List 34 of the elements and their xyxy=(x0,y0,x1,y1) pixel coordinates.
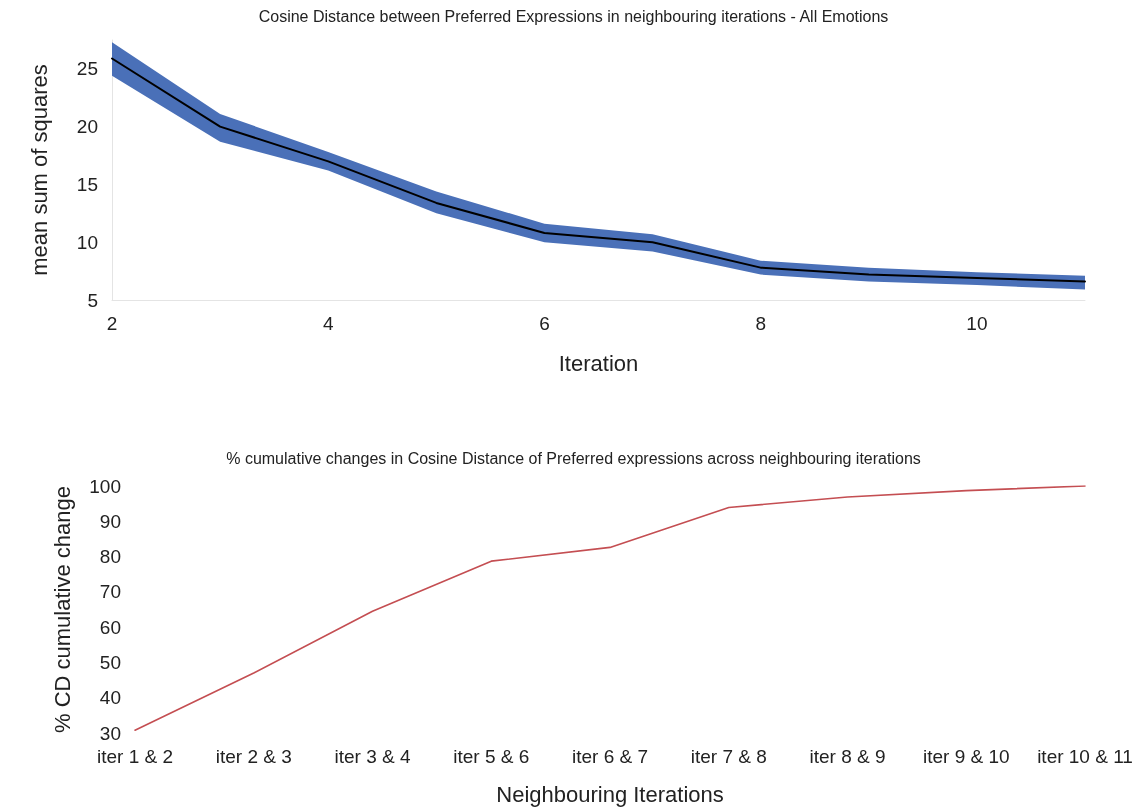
x-tick-label: 8 xyxy=(755,313,766,334)
x-tick-label: 6 xyxy=(539,313,550,334)
x-axis-title: Iteration xyxy=(558,350,639,376)
y-tick-label: 80 xyxy=(99,546,121,568)
chart-title: Cosine Distance between Preferred Expressions in neighbouring iterations - All Emotions xyxy=(258,7,889,25)
x-tick-label: iter 1 & 2 xyxy=(96,746,174,767)
x-tick-label: iter 10 & 11 xyxy=(1037,746,1133,767)
line-series xyxy=(134,485,1086,731)
x-tick-label: iter 8 & 9 xyxy=(809,746,886,767)
y-tick-label: 25 xyxy=(76,58,98,80)
y-axis-title: % CD cumulative change xyxy=(49,485,75,734)
y-tick-label: 20 xyxy=(76,116,98,138)
x-tick-label: iter 3 & 4 xyxy=(334,746,411,767)
x-tick-label: 4 xyxy=(322,313,334,334)
y-tick-label: 100 xyxy=(89,475,121,497)
y-tick-label: 40 xyxy=(99,687,121,709)
y-tick-label: 10 xyxy=(76,231,98,253)
x-tick-label: iter 6 & 7 xyxy=(571,746,649,767)
y-tick-label: 70 xyxy=(99,581,121,603)
y-tick-label: 60 xyxy=(99,616,121,638)
x-tick-label: iter 5 & 6 xyxy=(453,746,530,767)
y-tick-label: 15 xyxy=(76,173,98,195)
y-tick-label: 90 xyxy=(99,510,121,532)
x-tick-label: iter 2 & 3 xyxy=(215,746,292,767)
x-tick-label: iter 9 & 10 xyxy=(922,746,1010,767)
x-tick-label: iter 7 & 8 xyxy=(690,746,767,767)
y-axis-title: mean sum of squares xyxy=(26,64,52,276)
y-tick-label: 5 xyxy=(87,289,98,311)
x-tick-label: 10 xyxy=(966,313,988,334)
y-tick-label: 50 xyxy=(99,651,121,673)
y-tick-label: 30 xyxy=(99,722,121,744)
chart-title: % cumulative changes in Cosine Distance of Preferred expressions across neighbouring iterations xyxy=(226,449,921,467)
x-tick-label: 2 xyxy=(106,313,118,334)
x-axis-title: Neighbouring Iterations xyxy=(496,781,724,807)
